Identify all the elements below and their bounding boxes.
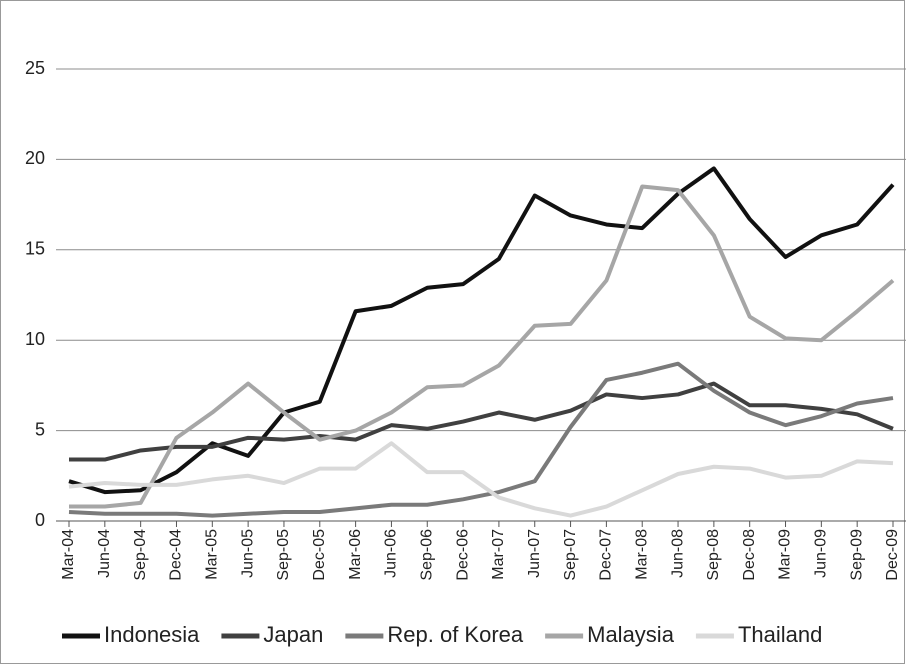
legend-label: Rep. of Korea — [387, 622, 524, 647]
x-tick-label: Dec-06 — [454, 529, 471, 581]
x-tick-label: Jun-08 — [669, 529, 686, 578]
x-tick-label: Sep-05 — [275, 529, 292, 581]
legend-label: Indonesia — [104, 622, 200, 647]
legend-label: Thailand — [738, 622, 822, 647]
x-tick-label: Mar-09 — [777, 529, 794, 580]
x-tick-label: Sep-09 — [848, 529, 865, 581]
y-tick-label: 15 — [25, 239, 45, 259]
x-tick-label: Mar-06 — [347, 529, 364, 580]
x-tick-label: Jun-07 — [526, 529, 543, 578]
y-tick-label: 25 — [25, 58, 45, 78]
x-tick-label: Sep-04 — [132, 529, 149, 581]
series-line — [68, 361, 894, 518]
x-tick-label: Sep-07 — [562, 529, 579, 581]
legend-label: Japan — [263, 622, 323, 647]
x-tick-label: Sep-06 — [418, 529, 435, 581]
x-tick-label: Mar-07 — [490, 529, 507, 580]
x-tick-label: Dec-08 — [741, 529, 758, 581]
series-line — [68, 441, 894, 518]
x-tick-label: Dec-09 — [884, 529, 901, 581]
y-tick-label: 0 — [35, 510, 45, 530]
x-tick-label: Mar-04 — [60, 529, 77, 580]
x-tick-label: Dec-05 — [311, 529, 328, 581]
series-line — [69, 381, 894, 462]
series-line — [69, 184, 895, 509]
x-tick-label: Dec-04 — [168, 529, 185, 581]
legend-label: Malaysia — [587, 622, 675, 647]
x-tick-label: Mar-05 — [204, 529, 221, 580]
x-tick-label: Dec-07 — [598, 529, 615, 581]
x-tick-label: Jun-09 — [813, 529, 830, 578]
y-tick-label: 10 — [25, 329, 45, 349]
y-tick-label: 5 — [35, 419, 45, 439]
x-tick-label: Sep-08 — [705, 529, 722, 581]
x-tick-label: Mar-08 — [633, 529, 650, 580]
y-tick-label: 20 — [25, 148, 45, 168]
x-tick-label: Jun-04 — [96, 529, 113, 578]
x-tick-label: Jun-06 — [383, 529, 400, 578]
x-tick-label: Jun-05 — [239, 529, 256, 578]
